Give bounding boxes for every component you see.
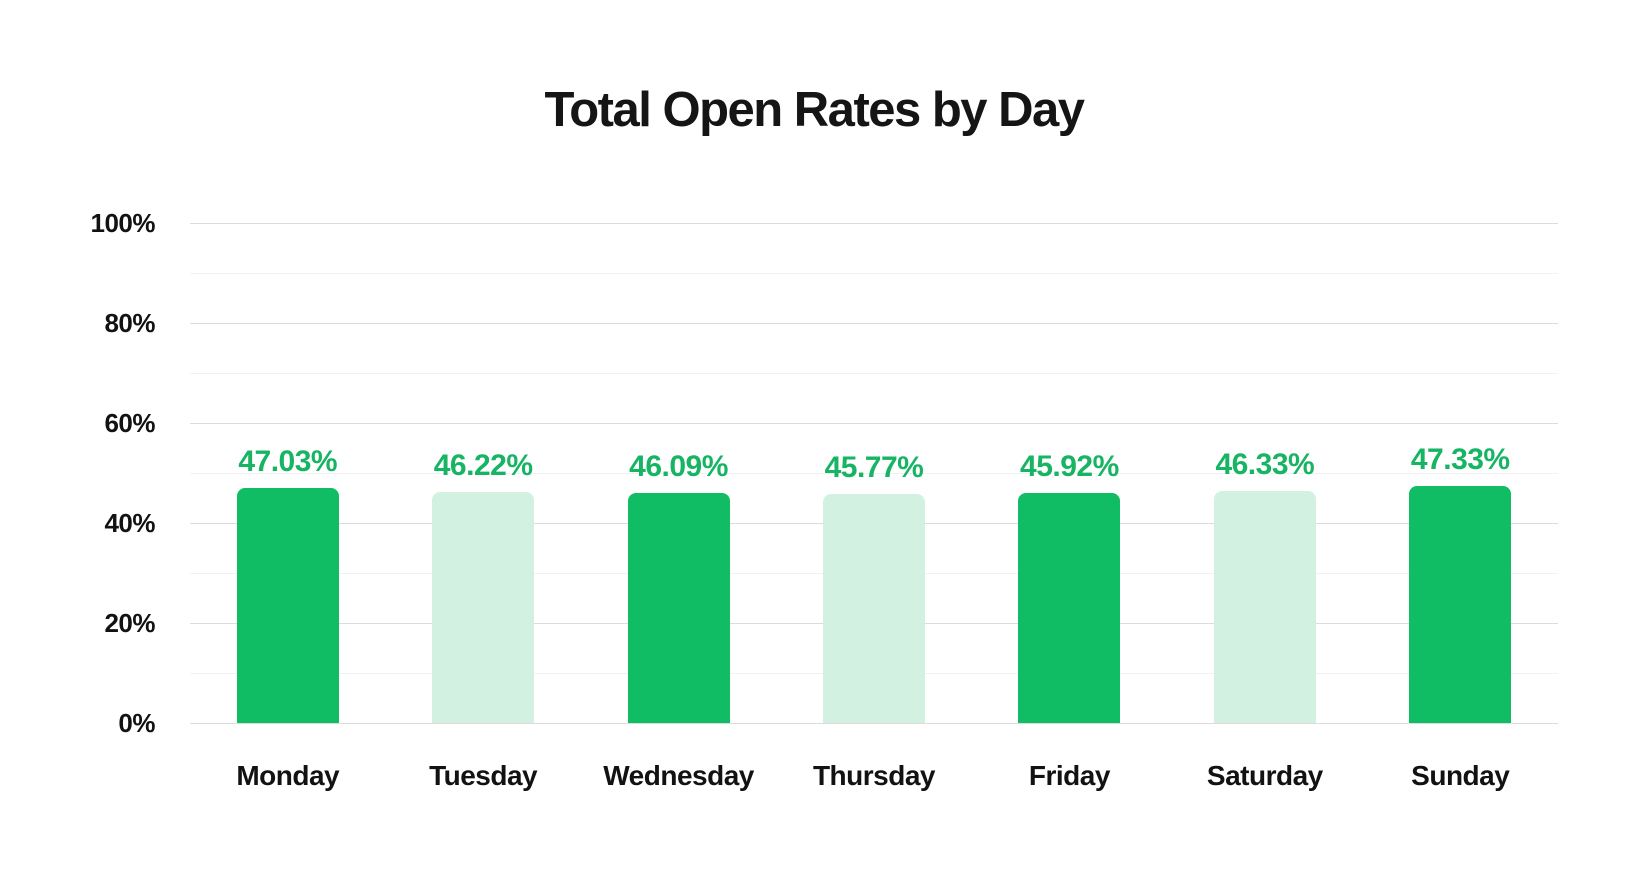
x-label-monday: Monday	[236, 760, 340, 791]
plot-area: 47.03% 46.22% 46.09% 45.77% 45.92% 46.33% 47.3…	[190, 223, 1558, 724]
x-label-wednesday: Wednesday	[603, 760, 754, 791]
bar-value-label-sunday: 47.33%	[1410, 443, 1510, 477]
bar-sunday	[1409, 486, 1512, 723]
bar-column-wednesday: 46.09%	[581, 223, 776, 723]
bar-column-friday: 45.92%	[972, 223, 1167, 723]
minor-gridline-90	[190, 273, 1558, 274]
bar-column-saturday: 46.33%	[1167, 223, 1362, 723]
y-tick-label-60: 60%	[104, 408, 155, 438]
y-tick-label-0: 0%	[118, 708, 155, 738]
major-gridline-80	[190, 323, 1558, 324]
x-label-saturday: Saturday	[1206, 760, 1323, 791]
y-tick-label-80: 80%	[104, 308, 155, 338]
y-axis: 0% 20% 40% 60% 80% 100%	[0, 0, 156, 872]
x-label-friday: Friday	[1028, 760, 1111, 791]
x-label-tuesday: Tuesday	[429, 760, 538, 791]
x-label-sunday: Sunday	[1411, 760, 1510, 791]
bar-value-label-wednesday: 46.09%	[629, 449, 728, 483]
bar-column-tuesday: 46.22%	[385, 223, 580, 723]
bar-column-sunday: 47.33%	[1363, 223, 1558, 723]
bar-monday	[236, 487, 339, 723]
bar-column-monday: 47.03%	[190, 223, 385, 723]
bar-column-thursday: 45.77%	[776, 223, 971, 723]
chart-title: Total Open Rates by Day	[544, 83, 1085, 137]
bar-value-label-friday: 45.92%	[1020, 450, 1119, 484]
bar-tuesday	[432, 491, 535, 723]
bar-value-label-monday: 47.03%	[238, 444, 338, 478]
bar-value-label-thursday: 45.77%	[824, 451, 924, 485]
bar-friday	[1018, 493, 1121, 723]
bar-saturday	[1213, 491, 1316, 723]
major-gridline-100	[190, 223, 1558, 224]
bar-thursday	[822, 494, 925, 723]
x-label-thursday: Thursday	[812, 760, 936, 791]
bar-series: 47.03% 46.22% 46.09% 45.77% 45.92% 46.33% 47.3…	[190, 223, 1558, 723]
minor-gridline-50	[190, 473, 1558, 474]
major-gridline-0	[190, 723, 1558, 724]
y-tick-label-40: 40%	[104, 508, 155, 538]
y-tick-label-100: 100%	[90, 208, 156, 238]
major-gridline-60	[190, 423, 1558, 424]
minor-gridline-70	[190, 373, 1558, 374]
x-axis: Monday Tuesday Wednesday Thursday Friday Satu…	[190, 756, 1558, 796]
y-tick-label-20: 20%	[104, 608, 155, 638]
bar-value-label-saturday: 46.33%	[1215, 448, 1315, 482]
bar-value-label-tuesday: 46.22%	[433, 448, 533, 482]
bar-wednesday	[627, 492, 730, 723]
